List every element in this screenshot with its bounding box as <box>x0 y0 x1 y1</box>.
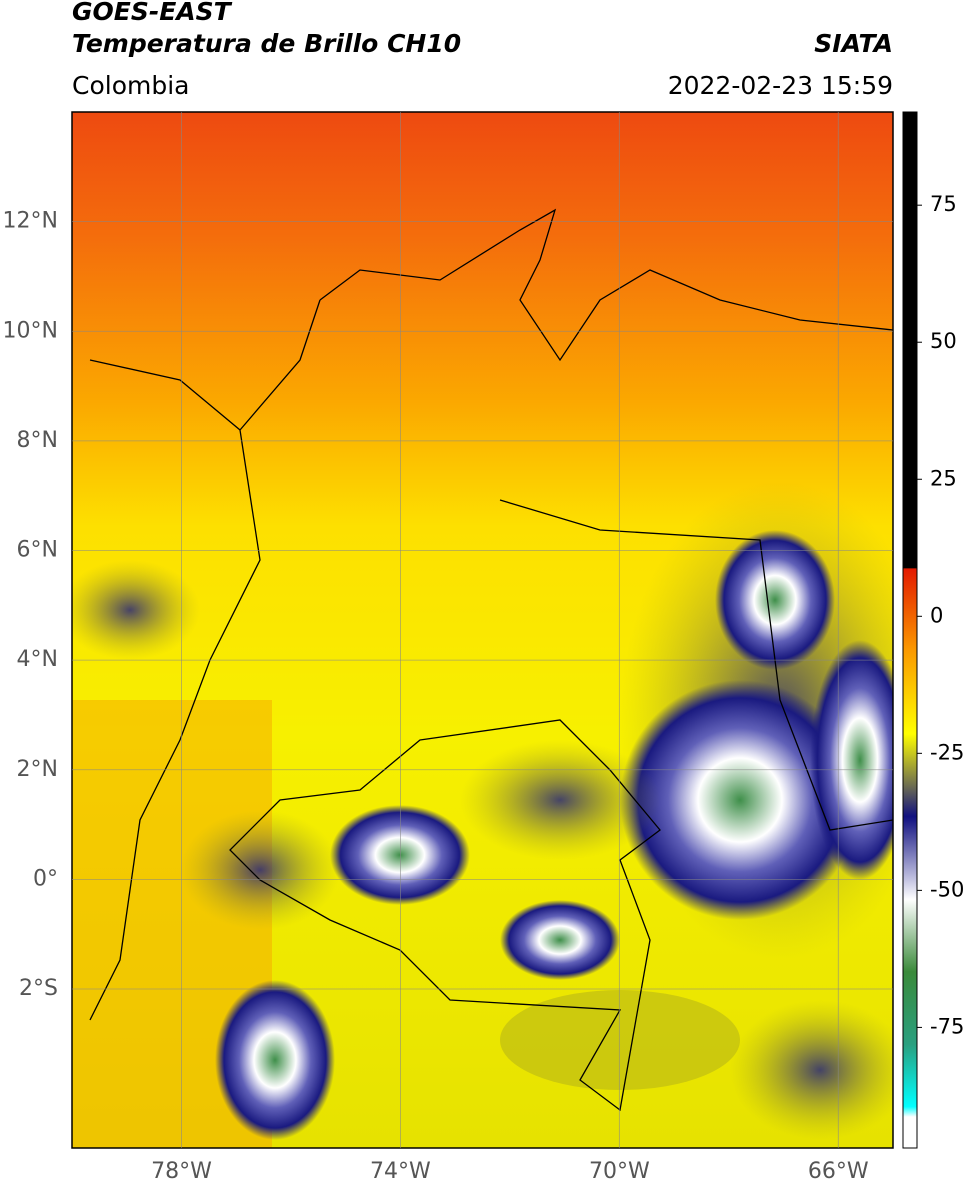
y-tick-label: 10°N <box>3 318 58 343</box>
y-tick-label: 0° <box>33 866 58 891</box>
colorbar-tick-label: 25 <box>930 466 957 490</box>
y-tick-label: 12°N <box>3 209 58 234</box>
title: GOES-EAST <box>72 0 233 26</box>
y-tick-label: 6°N <box>17 538 58 563</box>
map-frame <box>71 111 894 1149</box>
y-tick-label: 2°S <box>19 976 58 1001</box>
colorbar-tick-label: 0 <box>930 603 943 627</box>
y-tick-label: 4°N <box>17 647 58 672</box>
x-tick-label: 70°W <box>589 1159 650 1184</box>
source: SIATA <box>814 29 893 58</box>
x-tick-label: 78°W <box>151 1159 212 1184</box>
satellite-image <box>72 112 893 1148</box>
colorbar <box>902 111 918 1149</box>
colorbar-tick-label: -50 <box>930 877 964 901</box>
datetime: 2022-02-23 15:59 <box>668 71 893 100</box>
x-tick-label: 74°W <box>370 1159 431 1184</box>
colorbar-tick-label: -25 <box>930 740 964 764</box>
y-tick-label: 2°N <box>17 757 58 782</box>
subtitle: Temperatura de Brillo CH10 <box>72 29 461 58</box>
colorbar-tick-label: -75 <box>930 1014 964 1038</box>
colorbar-tick-label: 75 <box>930 192 957 216</box>
y-tick-label: 8°N <box>17 428 58 453</box>
x-tick-label: 66°W <box>808 1159 869 1184</box>
region: Colombia <box>72 71 189 100</box>
colorbar-tick-label: 50 <box>930 329 957 353</box>
